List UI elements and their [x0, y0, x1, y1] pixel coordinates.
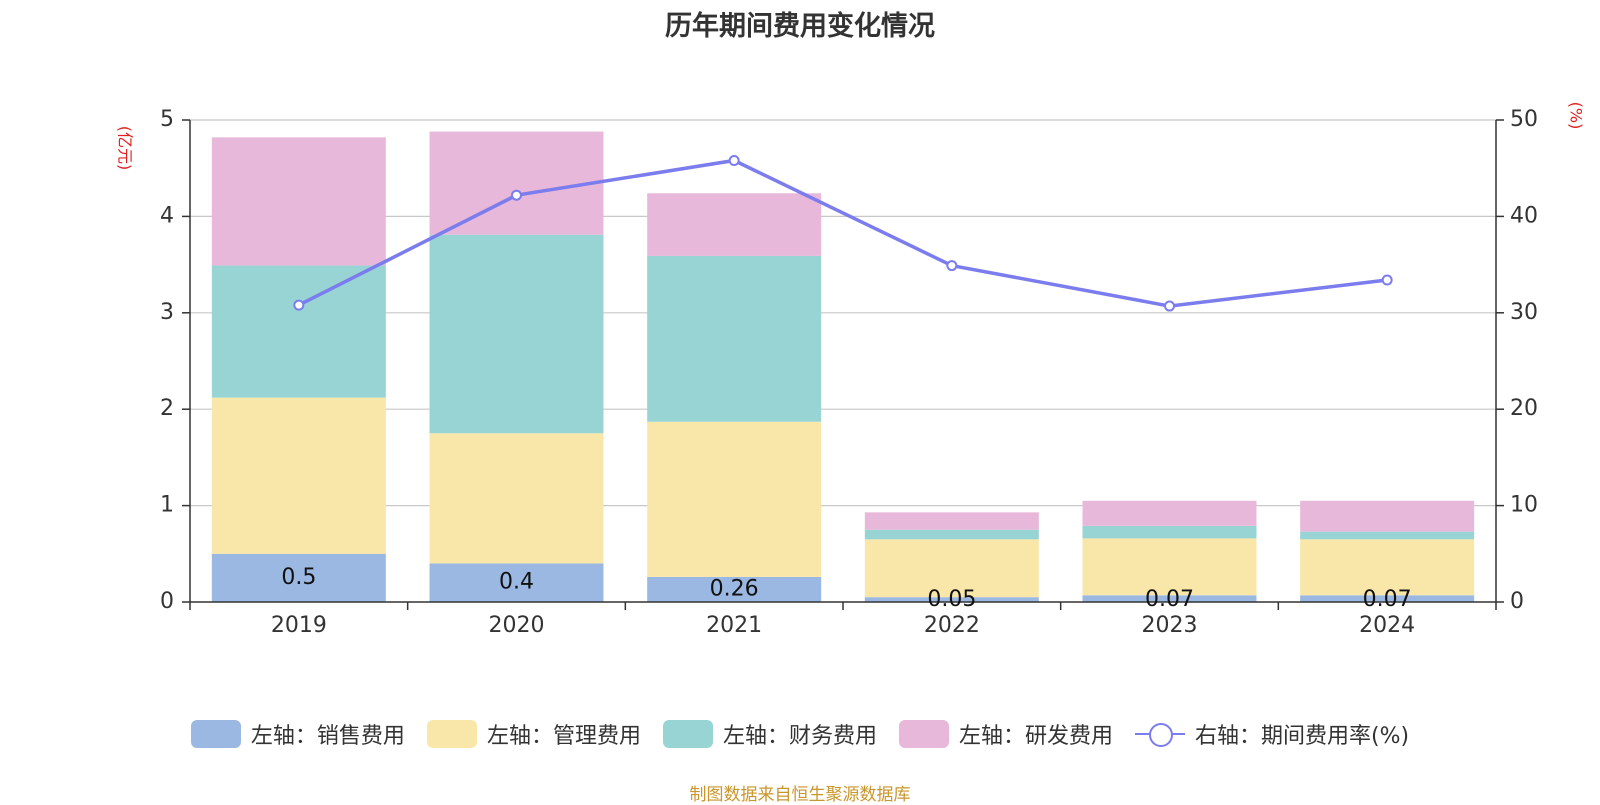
ratio-point-2023 [1164, 300, 1175, 312]
chart-legend: 左轴：销售费用 左轴：管理费用 左轴：财务费用 左轴：研发费用 右轴：期间费用率… [0, 718, 1600, 750]
bar-sales-2020 [429, 563, 604, 602]
ratio-line [298, 158, 1388, 308]
left-axis-unit: (亿元) [115, 125, 135, 171]
ratio-point-2021 [728, 154, 740, 166]
bar-admin-2019 [211, 397, 386, 554]
bar-admin-2023 [1082, 538, 1257, 596]
right-axis-tick-label: 10 [1510, 493, 1538, 518]
ratio-point-2024 [1381, 274, 1393, 286]
right-axis-tick-label: 30 [1510, 300, 1538, 325]
bar-sales-2019 [211, 553, 386, 602]
chart-title: 历年期间费用变化情况 [665, 11, 935, 42]
data-label-sales: 0.07 [1363, 587, 1412, 612]
x-axis-tick-label: 2022 [924, 613, 980, 638]
legend-label-rnd: 左轴：研发费用 [958, 724, 1113, 749]
x-axis-tick-label: 2024 [1359, 613, 1415, 638]
x-axis-tick-label: 2020 [489, 613, 545, 638]
legend-label-admin: 左轴：管理费用 [486, 724, 641, 749]
x-axis-tick-label: 2023 [1142, 613, 1198, 638]
bar-finance-2022 [864, 529, 1039, 540]
legend-item-rnd[interactable]: 左轴：研发费用 [898, 718, 1113, 750]
bar-admin-2021 [647, 421, 822, 577]
legend-swatch-finance [662, 720, 713, 748]
right-axis-tick-label: 50 [1510, 107, 1538, 132]
bar-admin-2022 [864, 539, 1039, 598]
left-axis-tick-label: 1 [160, 493, 174, 518]
right-axis-tick-label: 0 [1510, 589, 1524, 614]
bar-finance-2020 [429, 234, 604, 434]
left-axis-tick-label: 0 [160, 589, 174, 614]
bar-rnd-2020 [429, 131, 604, 235]
data-label-sales: 0.4 [499, 570, 534, 595]
left-axis-tick-label: 3 [160, 300, 174, 325]
data-label-sales: 0.26 [710, 576, 759, 601]
legend-item-sales[interactable]: 左轴：销售费用 [190, 718, 405, 750]
data-source-note: 制图数据来自恒生聚源数据库 [689, 785, 911, 805]
x-axis-tick-label: 2021 [706, 613, 762, 638]
bar-finance-2021 [647, 255, 822, 422]
bar-rnd-2019 [211, 137, 386, 266]
legend-item-finance[interactable]: 左轴：财务费用 [662, 718, 877, 750]
left-axis-tick-label: 2 [160, 396, 174, 421]
legend-item-ratio[interactable]: 右轴：期间费用率(%) [1134, 718, 1410, 750]
left-axis-tick-label: 5 [160, 107, 174, 132]
legend-swatch-rnd [898, 720, 949, 748]
bar-admin-2020 [429, 433, 604, 564]
ratio-point-2019 [293, 299, 305, 311]
bar-rnd-2024 [1300, 500, 1475, 532]
bar-rnd-2022 [864, 512, 1039, 530]
right-axis-tick-label: 40 [1510, 203, 1538, 228]
legend-label-finance: 左轴：财务费用 [722, 724, 877, 749]
legend-item-admin[interactable]: 左轴：管理费用 [426, 718, 641, 750]
bar-rnd-2023 [1082, 500, 1257, 526]
left-axis-tick-label: 4 [160, 203, 174, 228]
bar-sales-2022 [864, 597, 1039, 602]
right-axis-unit: (%) [1566, 101, 1586, 130]
bar-finance-2019 [211, 265, 386, 398]
bar-finance-2024 [1300, 531, 1475, 540]
ratio-point-2020 [511, 189, 522, 201]
bar-sales-2024 [1300, 595, 1475, 602]
data-label-sales: 0.05 [927, 587, 976, 612]
legend-swatch-ratio [1134, 720, 1185, 748]
ratio-point-2022 [946, 260, 958, 272]
x-axis-tick-label: 2019 [271, 613, 327, 638]
data-label-sales: 0.07 [1145, 587, 1194, 612]
legend-label-ratio: 右轴：期间费用率(%) [1194, 724, 1410, 749]
bar-rnd-2021 [647, 193, 822, 256]
bar-sales-2021 [647, 576, 822, 602]
legend-swatch-sales [190, 720, 241, 748]
bar-admin-2024 [1300, 539, 1475, 596]
legend-label-sales: 左轴：销售费用 [250, 724, 405, 749]
data-label-sales: 0.5 [281, 565, 316, 590]
bar-sales-2023 [1082, 595, 1257, 602]
legend-swatch-admin [426, 720, 477, 748]
bar-finance-2023 [1082, 525, 1257, 539]
right-axis-tick-label: 20 [1510, 396, 1538, 421]
